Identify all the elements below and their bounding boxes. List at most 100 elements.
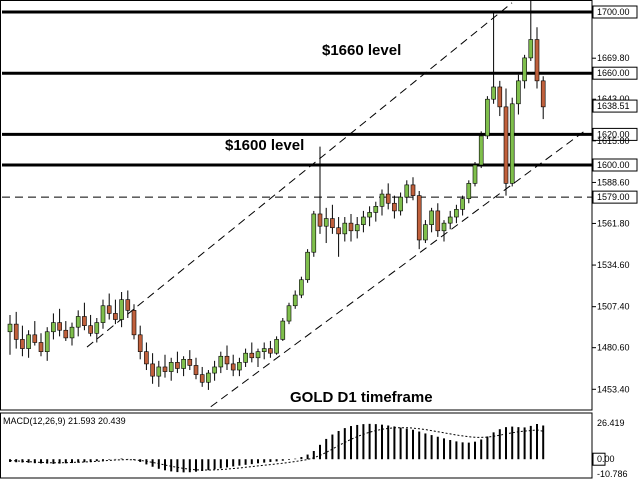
y-tick-label: 1588.60 [597,177,630,187]
candle-body [280,320,286,340]
candle [336,217,341,257]
candle-body [361,216,366,225]
y-tick: 1700.00 [592,5,638,19]
macd-tag-box [592,452,606,466]
y-tick: 1615.80 [592,136,630,146]
candle-body [385,193,391,204]
candle [460,195,465,216]
y-tick-label: 1700.00 [597,7,630,17]
trend-channel [86,2,587,408]
candle [26,330,31,358]
candle-body [106,305,112,314]
candle-body [125,299,131,311]
candle [354,217,360,239]
y-tick: 1534.60 [592,260,630,270]
candle [379,189,385,216]
candle-body [429,210,434,225]
candle-body [75,316,81,328]
candle-body [230,363,236,371]
annotations: $1660 level $1600 level GOLD D1 timeframe [225,42,433,406]
candle-body [485,98,490,137]
candle [491,12,496,104]
candle [100,299,106,329]
candle [280,318,286,341]
candle [193,357,199,380]
candle-body [224,355,230,365]
candle-body [274,339,279,354]
price-tag-box [592,158,638,172]
candle-body [243,352,248,363]
y-tick-label: 1660.00 [597,68,630,78]
candle [528,0,534,61]
candle-body [323,218,329,227]
candle-body [528,39,534,59]
candle-body [330,218,335,229]
y-tick-label: 1561.80 [597,218,630,228]
candle [237,357,242,377]
candle-body [113,313,118,320]
y-tick-label: 1615.80 [597,136,630,146]
candle [106,293,112,320]
y-tick: 1561.80 [592,218,630,228]
candle-body [218,355,224,368]
candle-body [137,334,143,352]
candle [162,354,168,378]
candle [268,340,273,358]
y-tick-label: 1453.40 [597,384,630,394]
candle-body [354,224,360,232]
candle [181,356,186,377]
y-tick: 1579.00 [592,190,638,204]
candle-body [540,80,546,108]
candle [540,76,546,120]
candle [230,354,236,377]
candle [274,336,279,355]
candle [497,80,503,117]
candle [156,360,162,387]
price-tag-box [592,127,638,141]
candle-body [249,352,255,359]
candle-body [255,351,261,359]
candle [435,203,441,237]
candle-body [410,184,416,196]
candle [20,325,25,357]
candle [509,97,515,187]
candle [317,146,323,234]
candle-body [44,331,50,352]
candle [398,192,403,216]
candle-body [181,359,186,369]
price-tag-box [592,190,638,204]
candle [7,314,13,355]
candle-body [131,310,137,336]
candle-body [373,206,379,213]
candle [292,290,298,309]
candle-body [299,279,304,296]
candle-body [94,322,100,334]
candle [150,353,155,384]
candle-body [7,323,13,333]
candle-body [305,251,310,281]
y-tick-label: 1480.60 [597,343,630,353]
candle [51,313,56,340]
candle-body [13,323,19,340]
candle [330,204,335,234]
candle-body [292,294,298,307]
candle-body [38,342,44,352]
macd-pane: MACD(12,26,9) 21.593 20.439 26.419 0.00 -10… [0,412,628,479]
candle-body [26,334,31,349]
candle-body [534,39,540,82]
y-tick-label: 1507.40 [597,302,630,312]
candle [503,88,509,196]
candle-body [51,322,56,333]
candle-body [392,202,397,212]
candle [82,302,87,331]
candle-body [404,184,410,198]
candle [144,342,149,371]
candlesticks [7,0,546,390]
price-pane-frame [0,0,593,411]
candle [261,342,267,360]
candle-body [367,212,372,218]
y-tick-label: 1579.00 [597,192,630,202]
candle [392,195,397,219]
